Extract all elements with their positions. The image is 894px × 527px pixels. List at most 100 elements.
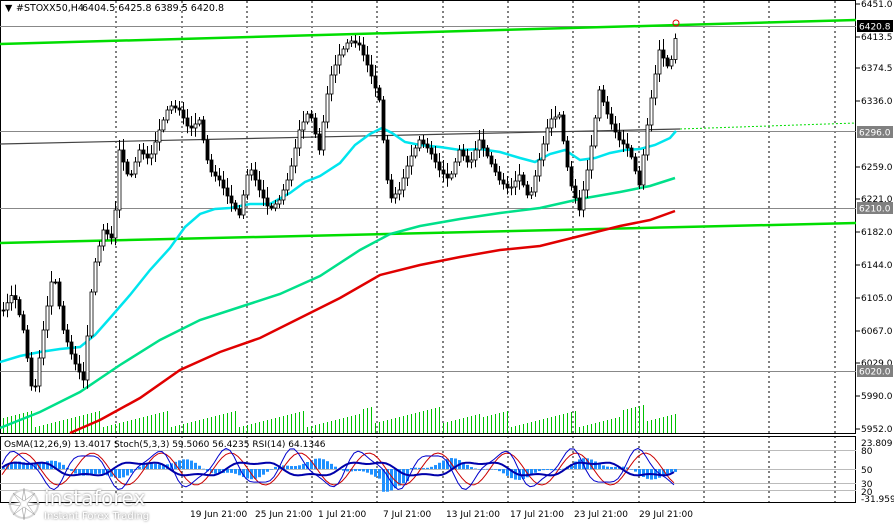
candle-body	[365, 54, 370, 66]
osma-bar	[190, 460, 193, 469]
candle-body	[277, 199, 282, 205]
osma-bar	[262, 469, 265, 475]
svg-text:6420.8: 6420.8	[859, 23, 891, 33]
osma-bar	[78, 469, 81, 476]
price-label: 6067.0	[861, 327, 893, 337]
osma-bar	[174, 461, 177, 469]
price-label: 6144.0	[861, 261, 893, 271]
osma-bar	[382, 469, 385, 492]
price-label: 6259.0	[861, 163, 893, 173]
candle-body	[409, 155, 414, 167]
candle-body	[165, 109, 170, 121]
candle-body	[449, 173, 454, 179]
candle-body	[177, 107, 182, 111]
osma-bar	[26, 463, 29, 469]
ohlc-values: 6404.5 6425.8 6389.5 6420.8	[82, 3, 224, 14]
ema-fast-line	[0, 126, 677, 364]
candle-body	[305, 113, 310, 123]
osma-bar	[274, 466, 277, 469]
osma-bar	[294, 466, 297, 469]
candle-body	[205, 139, 210, 161]
price-axis: 6451.0 6413.5 6374.5 6336.0 6259.0 6221.…	[856, 0, 893, 435]
osma-bar	[606, 466, 609, 469]
candle-body	[61, 305, 66, 331]
osma-bar	[490, 468, 493, 470]
osma-bar	[634, 469, 637, 472]
candle-body	[401, 177, 406, 191]
osma-bar	[46, 461, 49, 469]
candle-body	[221, 179, 226, 189]
price-label: 6105.0	[861, 294, 893, 304]
osma-bar	[110, 469, 113, 477]
candle-body	[289, 165, 294, 181]
candle-body	[285, 179, 290, 191]
candle-body	[385, 139, 390, 181]
osma-bar	[542, 469, 545, 471]
osma-bar	[330, 463, 333, 469]
candle-body	[97, 245, 102, 263]
candle-body	[17, 299, 22, 316]
osma-bar	[538, 469, 541, 472]
price-label: 6221.0	[861, 195, 893, 205]
osma-bar	[386, 469, 389, 492]
candle-body	[369, 64, 374, 77]
osma-bar	[86, 469, 89, 476]
price-label: 6374.5	[861, 64, 893, 74]
candle-body	[637, 170, 642, 186]
candle-body	[545, 127, 550, 145]
time-axis: 19 Jun 21:00 25 Jun 21:00 1 Jul 21:00 7 …	[190, 510, 693, 520]
candle-body	[493, 163, 498, 173]
osma-bar	[318, 458, 321, 469]
candle-body	[537, 159, 542, 177]
candle-body	[577, 197, 582, 211]
menu-arrow-icon[interactable]: ▼	[5, 3, 13, 14]
symbol-label: #STOXX50,H4	[16, 3, 84, 14]
candle-body	[293, 147, 298, 167]
price-label: 5990.0	[861, 392, 893, 402]
candle-body	[613, 123, 618, 133]
osma-bar	[326, 461, 329, 469]
time-label: 7 Jul 21:00	[383, 510, 432, 520]
osma-bar	[198, 465, 201, 469]
time-label: 19 Jun 21:00	[190, 510, 247, 520]
indicator-axis-label: 80	[861, 447, 873, 457]
osma-bar	[558, 469, 561, 470]
osma-bar	[378, 469, 381, 479]
candle-body	[557, 114, 562, 118]
candle-body	[405, 165, 410, 179]
candle-body	[589, 145, 594, 171]
svg-text:6020.0: 6020.0	[859, 368, 891, 378]
candle-body	[185, 117, 190, 127]
candle-body	[617, 131, 622, 141]
candle-body	[485, 147, 490, 157]
candle-body	[109, 233, 114, 239]
osma-bar	[546, 469, 549, 470]
candle-body	[257, 179, 262, 191]
candle-body	[501, 179, 506, 185]
osma-bar	[534, 469, 537, 473]
price-tag-level-1: 6296.0	[857, 126, 893, 139]
candle-body	[621, 139, 626, 145]
candle-body	[189, 125, 194, 129]
osma-bar	[114, 469, 117, 478]
osma-bar	[98, 469, 101, 474]
osma-bar	[342, 469, 345, 471]
candle-body	[301, 121, 306, 131]
candle-body	[513, 180, 518, 188]
osma-bar	[550, 469, 553, 471]
osma-bar	[418, 467, 421, 469]
osma-bar	[58, 462, 61, 469]
osma-bar	[642, 469, 645, 478]
osma-bar	[570, 464, 573, 469]
volume-bars	[3, 405, 676, 433]
price-tag-current: 6420.8	[857, 20, 893, 33]
candle-body	[321, 121, 326, 151]
osma-bar	[242, 469, 245, 478]
osma-bar	[206, 469, 209, 472]
osma-bar	[38, 463, 41, 469]
candle-body	[473, 149, 478, 161]
osma-bar	[630, 469, 633, 470]
candle-body	[649, 97, 654, 126]
osma-bar	[414, 467, 417, 469]
